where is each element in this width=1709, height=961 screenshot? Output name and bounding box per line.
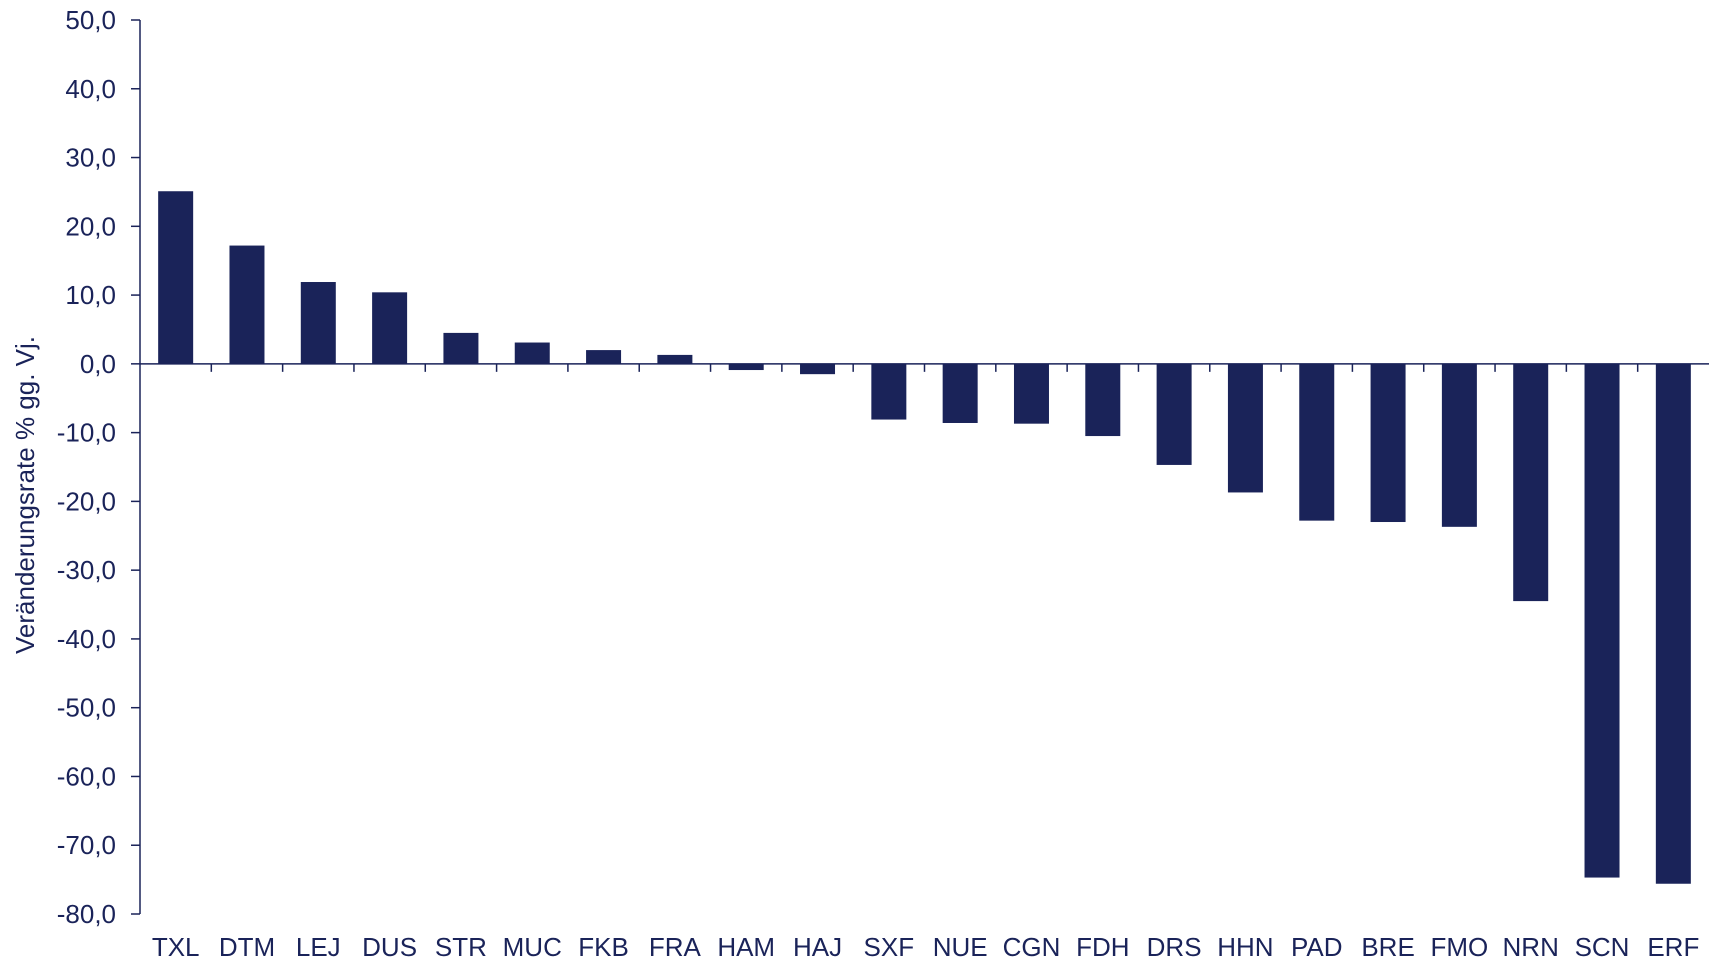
x-tick-label: FMO [1431,932,1489,961]
x-tick-label: LEJ [296,932,341,961]
bar-drs [1157,364,1192,465]
bar-fmo [1442,364,1477,527]
y-tick-label: -60,0 [57,761,116,791]
bar-scn [1585,364,1620,878]
y-axis-ticks: 50,0 40,0 30,0 20,0 10,0 0,0 -10,0 -20,0 -30,0 -4… [57,5,140,929]
y-tick-label: 20,0 [65,211,116,241]
bar-nue [943,364,978,423]
y-tick-label: -30,0 [57,555,116,585]
x-tick-label: HAJ [793,932,842,961]
y-tick-label: -80,0 [57,899,116,929]
bar-fdh [1085,364,1120,436]
y-axis-title: Veränderungsrate % gg. Vj. [10,336,40,654]
bars [158,191,1691,884]
bar-cgn [1014,364,1049,424]
x-tick-label: NRN [1503,932,1559,961]
x-tick-label: HHN [1217,932,1273,961]
y-tick-label: -20,0 [57,486,116,516]
bar-hhn [1228,364,1263,493]
x-tick-label: DRS [1147,932,1202,961]
x-tick-label: NUE [933,932,988,961]
x-tick-label: FDH [1076,932,1129,961]
bar-dtm [229,246,264,364]
y-tick-label: -70,0 [57,830,116,860]
y-tick-label: 30,0 [65,143,116,173]
bar-fkb [586,350,621,364]
bar-fra [657,355,692,364]
y-tick-label: 10,0 [65,280,116,310]
y-tick-label: -50,0 [57,693,116,723]
bar-bre [1371,364,1406,522]
bar-txl [158,191,193,364]
bar-lej [301,282,336,364]
bar-dus [372,292,407,364]
x-tick-label: BRE [1361,932,1414,961]
x-tick-label: TXL [152,932,200,961]
x-tick-label: DUS [362,932,417,961]
x-tick-label: STR [435,932,487,961]
bar-sxf [871,364,906,420]
y-tick-label: 0,0 [80,349,116,379]
x-tick-label: ERF [1647,932,1699,961]
x-tick-label: MUC [503,932,562,961]
y-tick-label: 50,0 [65,5,116,35]
x-tick-label: FRA [649,932,702,961]
x-tick-label: HAM [717,932,775,961]
bar-haj [800,364,835,374]
bar-ham [729,364,764,370]
x-tick-label: DTM [219,932,275,961]
y-tick-label: 40,0 [65,74,116,104]
x-tick-label: PAD [1291,932,1343,961]
y-tick-label: -40,0 [57,624,116,654]
bar-pad [1299,364,1334,521]
y-tick-label: -10,0 [57,418,116,448]
x-tick-label: SCN [1575,932,1630,961]
x-tick-label: SXF [864,932,915,961]
bar-muc [515,343,550,364]
bar-erf [1656,364,1691,884]
x-tick-label: FKB [578,932,629,961]
x-tick-label: CGN [1003,932,1061,961]
bar-nrn [1513,364,1548,601]
bar-str [443,333,478,364]
